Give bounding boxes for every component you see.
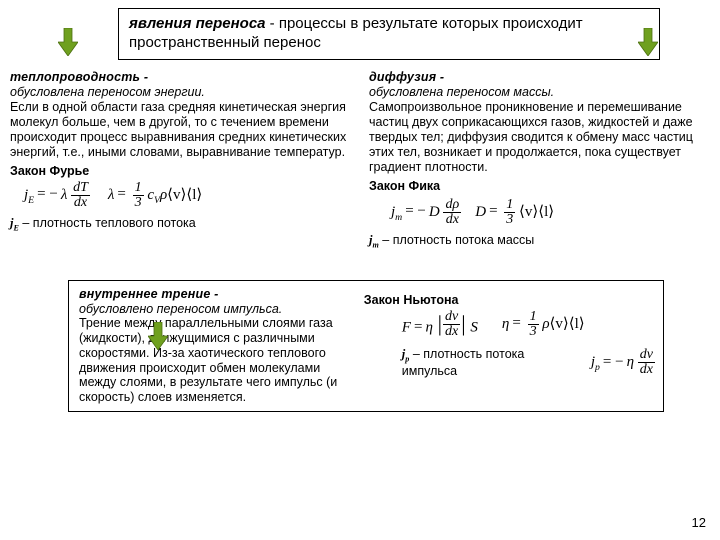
- left-law: Закон Фурье: [10, 164, 351, 179]
- bottom-term: внутреннее трение -: [79, 287, 219, 301]
- title-box: явления переноса - процессы в результате…: [118, 8, 660, 60]
- newton-formula-1: F=η |dvdx| S η= 13 ρ⟨v⟩⟨l⟩: [402, 310, 655, 339]
- right-law: Закон Фика: [369, 179, 710, 194]
- bottom-right: Закон Ньютона F=η |dvdx| S η= 13 ρ⟨v⟩⟨l⟩…: [364, 287, 655, 405]
- column-right: диффузия - обусловлена переносом массы. …: [369, 70, 710, 250]
- bottom-body: Трение между параллельными слоями газа (…: [79, 316, 337, 404]
- two-columns: теплопроводность - обусловлена переносом…: [10, 70, 710, 250]
- right-body: Самопроизвольное проникновение и перемеш…: [369, 100, 693, 174]
- fourier-formula: jE= −λ dTdx λ= 13 cVρ⟨v⟩⟨l⟩: [24, 181, 351, 210]
- column-left: теплопроводность - обусловлена переносом…: [10, 70, 351, 250]
- bottom-cond: обусловлено переносом импульса.: [79, 302, 282, 316]
- left-cond: обусловлена переносом энергии.: [10, 85, 205, 99]
- newton-formula-2: jp – плотность потока импульса jp= −η dv…: [402, 347, 655, 379]
- bottom-left: внутреннее трение - обусловлено переносо…: [79, 287, 348, 405]
- right-flux-def: jm – плотность потока массы: [369, 233, 710, 250]
- page-number: 12: [692, 515, 706, 530]
- right-term: диффузия -: [369, 70, 444, 84]
- bottom-law: Закон Ньютона: [364, 293, 655, 308]
- title-term: явления переноса: [129, 15, 266, 32]
- arrow-down-icon: [148, 322, 168, 350]
- fick-formula: jm= −D dρdx D= 13 ⟨v⟩⟨l⟩: [391, 198, 710, 227]
- right-cond: обусловлена переносом массы.: [369, 85, 554, 99]
- arrow-down-icon: [638, 28, 658, 56]
- arrow-down-icon: [58, 28, 78, 56]
- left-body: Если в одной области газа средняя кинети…: [10, 100, 346, 159]
- left-term: теплопроводность -: [10, 70, 148, 84]
- left-flux-def: jE – плотность теплового потока: [10, 216, 351, 233]
